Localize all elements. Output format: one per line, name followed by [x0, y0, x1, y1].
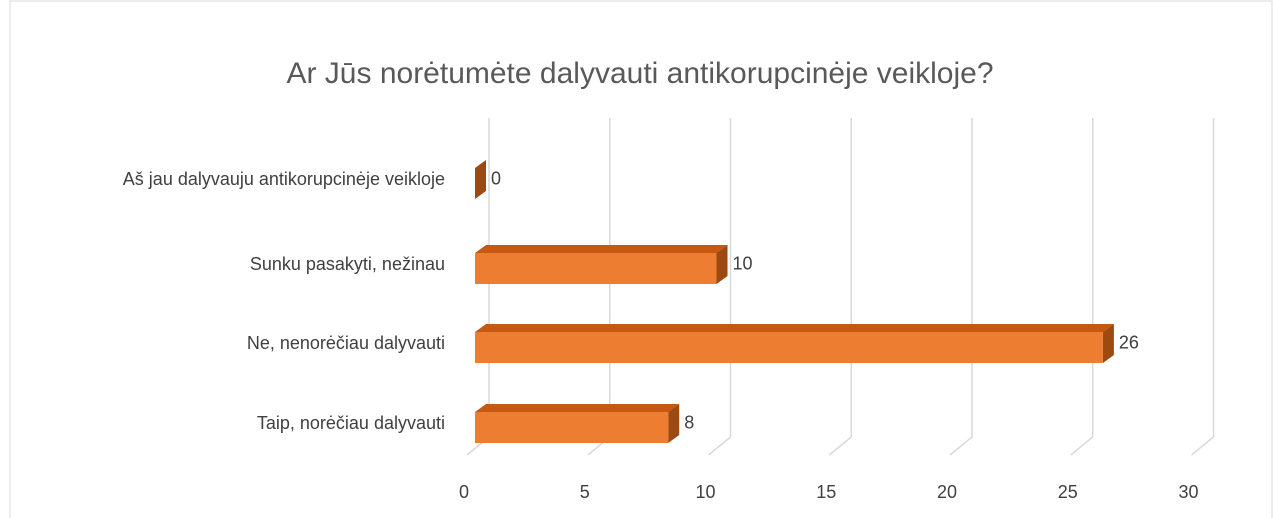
- grid-line: [708, 118, 732, 456]
- chart-border: [9, 0, 1273, 518]
- y-tick-label: Ne, nenorėčiau dalyvauti: [247, 333, 445, 353]
- bar: [475, 332, 1103, 363]
- bar: [475, 253, 717, 284]
- bar-top: [475, 404, 680, 412]
- x-tick-label: 10: [695, 482, 715, 502]
- chart-title: Ar Jūs norėtumėte dalyvauti antikorupcin…: [286, 57, 993, 90]
- x-tick-label: 30: [1178, 482, 1198, 502]
- y-tick-label: Aš jau dalyvauju antikorupcinėje veikloj…: [123, 169, 445, 189]
- x-tick-label: 0: [459, 482, 469, 502]
- grid-line: [828, 118, 852, 456]
- grid-line: [1191, 118, 1215, 456]
- bar-top: [475, 245, 728, 253]
- bar-side: [475, 160, 486, 199]
- grid-line: [1070, 118, 1094, 456]
- y-tick-label: Sunku pasakyti, nežinau: [250, 254, 445, 274]
- bar-top: [475, 324, 1114, 332]
- value-label: 0: [491, 168, 501, 188]
- x-tick-label: 5: [580, 482, 590, 502]
- bar-side: [668, 404, 680, 443]
- grid-line: [949, 118, 973, 456]
- value-label: 10: [733, 253, 753, 273]
- value-label: 26: [1119, 332, 1139, 352]
- bar: [475, 412, 669, 443]
- x-tick-label: 15: [816, 482, 836, 502]
- x-tick-label: 25: [1058, 482, 1078, 502]
- value-label: 8: [684, 412, 694, 432]
- bar-side: [716, 245, 728, 284]
- bar-side: [1102, 324, 1114, 363]
- y-tick-label: Taip, norėčiau dalyvauti: [257, 413, 445, 433]
- x-tick-label: 20: [937, 482, 957, 502]
